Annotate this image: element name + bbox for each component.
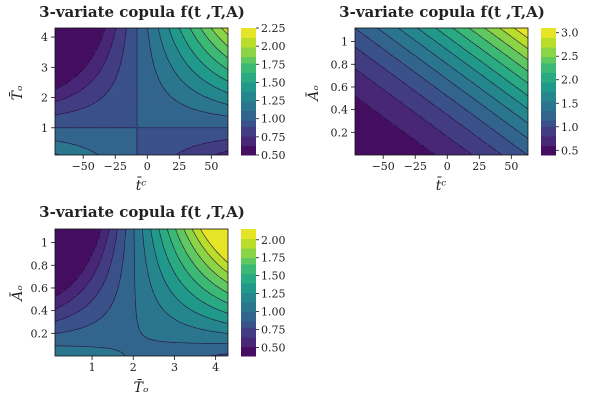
panel-t-T: 3-variate copula f(t ,T,A) −50 −25 0 25 50 1 2…: [8, 3, 285, 194]
colorbar-tick-label: 1.50: [261, 76, 286, 89]
colorbar-tick-label: 2.00: [261, 40, 286, 53]
colorbar-segment: [241, 79, 256, 83]
colorbar-tick-label: 2.25: [261, 22, 286, 35]
colorbar-segment: [241, 76, 256, 80]
colorbar-segment: [241, 82, 256, 86]
colorbar-segment: [241, 107, 256, 111]
colorbar-segment: [241, 145, 256, 149]
colorbar-segment: [241, 152, 256, 156]
colorbar-tick-label: 0.50: [261, 149, 286, 162]
contour-plot: [55, 28, 229, 156]
x-tick-label: −25: [104, 160, 127, 173]
x-tick-label: 50: [204, 160, 218, 173]
colorbar-segment: [241, 41, 256, 45]
colorbar-segment: [241, 50, 256, 54]
colorbar: 0.50 0.75 1.00 1.25 1.50 1.75 2.00 2.25: [241, 22, 286, 162]
colorbar-segment: [241, 133, 256, 137]
colorbar-segment: [241, 101, 256, 105]
colorbar-segment: [241, 126, 256, 130]
panel-title: 3-variate copula f(t ,T,A): [339, 3, 545, 21]
x-tick-label: 25: [172, 160, 186, 173]
colorbar-segment: [241, 47, 256, 51]
contour-plot: [355, 28, 529, 156]
colorbar-segment: [241, 60, 256, 64]
colorbar-tick-label: 1.00: [261, 113, 286, 126]
y-tick-label: 3: [41, 61, 48, 74]
colorbar-segment: [241, 114, 256, 118]
colorbar-segment: [241, 34, 256, 38]
colorbar-segment: [241, 111, 256, 115]
colorbar-segment: [241, 142, 256, 146]
colorbar-segment: [241, 38, 256, 42]
colorbar-segment: [241, 92, 256, 96]
colorbar-segment: [241, 95, 256, 99]
colorbar-segment: [241, 63, 256, 67]
colorbar-segment: [241, 44, 256, 48]
x-tick-label: 0: [144, 160, 151, 173]
colorbar-segment: [241, 136, 256, 140]
colorbar-segment: [241, 130, 256, 134]
colorbar-segment: [241, 120, 256, 124]
colorbar-segment: [241, 117, 256, 121]
colorbar-segment: [241, 104, 256, 108]
colorbar-segment: [241, 53, 256, 57]
colorbar-tick-label: 1.75: [261, 58, 286, 71]
y-tick-label: 4: [41, 31, 48, 44]
colorbar-segment: [241, 123, 256, 127]
colorbar-segment: [241, 69, 256, 73]
y-axis-label: T̄ₒ: [8, 86, 26, 101]
colorbar-tick-label: 1.25: [261, 95, 286, 108]
colorbar-segment: [241, 98, 256, 102]
colorbar-segment: [241, 28, 256, 32]
y-tick-label: 2: [41, 92, 48, 105]
colorbar-segment: [241, 31, 256, 35]
colorbar-tick-label: 0.75: [261, 131, 286, 144]
colorbar-segment: [241, 88, 256, 92]
colorbar-segment: [241, 85, 256, 89]
colorbar-segment: [241, 57, 256, 61]
x-axis-label: t̄ᶜ: [136, 176, 147, 194]
colorbar-segment: [241, 66, 256, 70]
y-tick-label: 1: [41, 122, 48, 135]
colorbar-segment: [241, 149, 256, 153]
x-tick-label: −50: [72, 160, 95, 173]
panel-title: 3-variate copula f(t ,T,A): [39, 3, 245, 21]
colorbar-segment: [241, 139, 256, 143]
colorbar-segment: [241, 72, 256, 76]
